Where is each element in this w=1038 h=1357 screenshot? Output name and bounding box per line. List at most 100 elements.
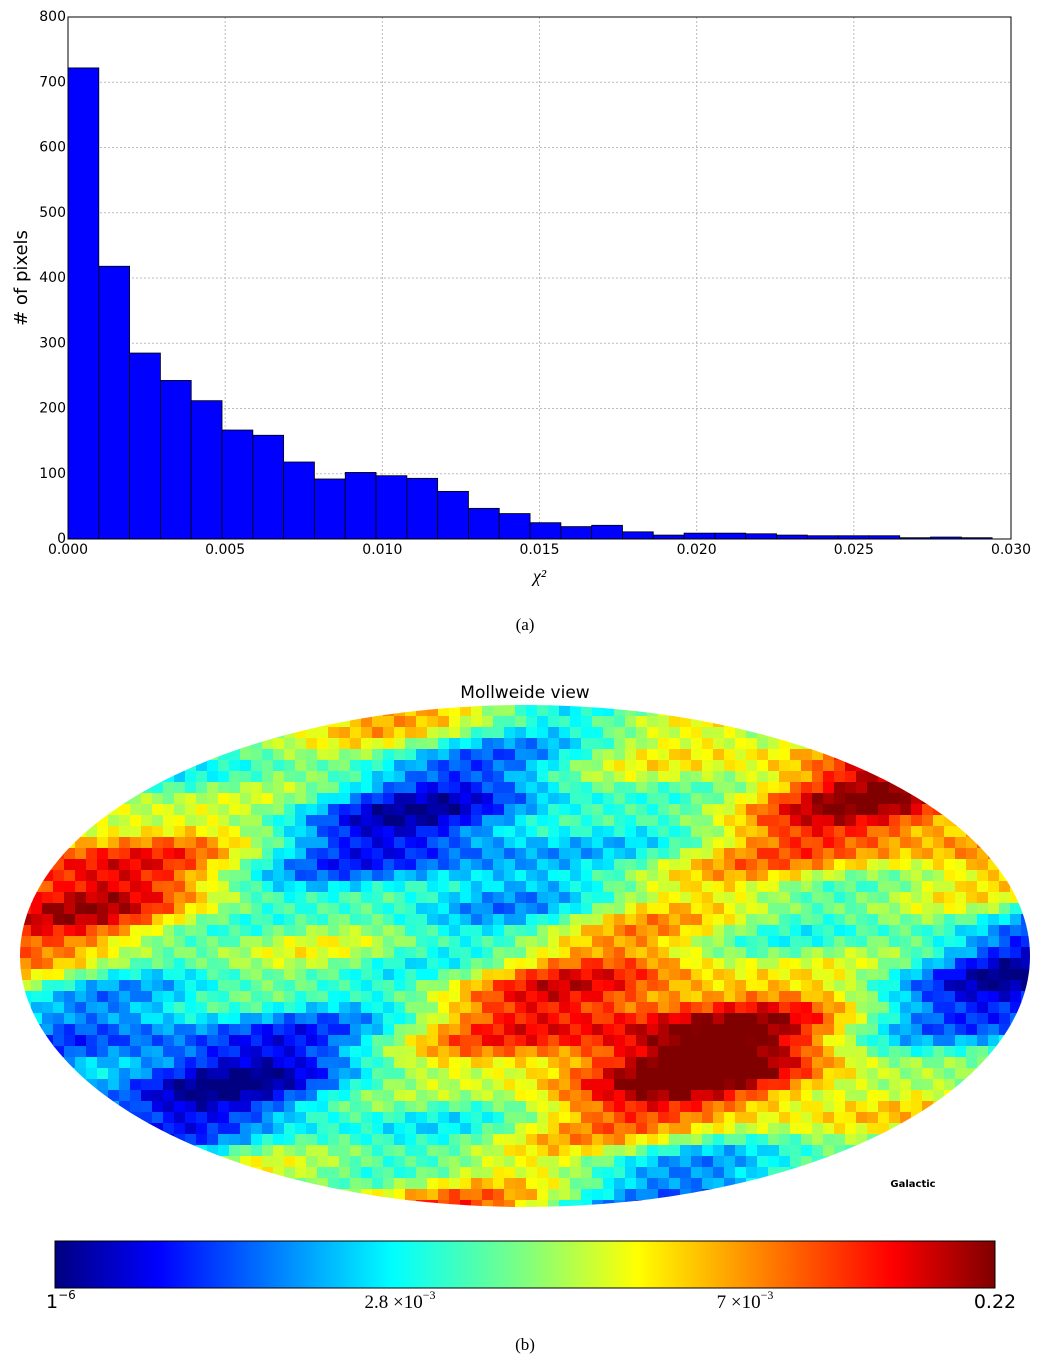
map-cell <box>504 837 516 849</box>
map-cell <box>130 1057 142 1069</box>
map-cell <box>273 738 285 750</box>
map-cell <box>889 1057 901 1069</box>
map-cell <box>570 782 582 794</box>
map-cell <box>218 782 230 794</box>
map-cell <box>537 1057 549 1069</box>
map-cell <box>768 1134 780 1146</box>
map-cell <box>812 837 824 849</box>
map-cell <box>229 1068 241 1080</box>
map-cell <box>581 1068 593 1080</box>
map-cell <box>141 815 153 827</box>
map-cell <box>427 936 439 948</box>
map-cell <box>515 1145 527 1157</box>
map-cell <box>889 1013 901 1025</box>
map-cell <box>702 1178 714 1190</box>
map-cell <box>636 1145 648 1157</box>
map-cell <box>471 738 483 750</box>
map-cell <box>86 881 98 893</box>
map-cell <box>658 1156 670 1168</box>
map-cell <box>581 1046 593 1058</box>
map-cell <box>504 727 516 739</box>
map-cell <box>966 881 978 893</box>
map-cell <box>295 1145 307 1157</box>
map-cell <box>97 991 109 1003</box>
map-cell <box>185 1068 197 1080</box>
map-cell <box>757 936 769 948</box>
map-cell <box>42 1035 54 1047</box>
map-cell <box>757 1112 769 1124</box>
map-cell <box>746 1156 758 1168</box>
map-cell <box>141 837 153 849</box>
map-cell <box>262 1057 274 1069</box>
map-cell <box>966 1013 978 1025</box>
map-cell <box>658 1035 670 1047</box>
map-cell <box>537 837 549 849</box>
map-cell <box>702 1046 714 1058</box>
map-cell <box>900 991 912 1003</box>
map-cell <box>526 914 538 926</box>
map-cell <box>515 1123 527 1135</box>
map-cell <box>790 991 802 1003</box>
map-cell <box>548 903 560 915</box>
map-cell <box>548 936 560 948</box>
map-cell <box>790 925 802 937</box>
map-cell <box>603 991 615 1003</box>
map-cell <box>218 1112 230 1124</box>
map-cell <box>988 1013 1000 1025</box>
map-cell <box>768 1079 780 1091</box>
map-cell <box>108 892 120 904</box>
map-cell <box>581 1167 593 1179</box>
map-cell <box>350 738 362 750</box>
map-cell <box>20 1013 32 1025</box>
map-cell <box>42 1002 54 1014</box>
map-cell <box>790 1035 802 1047</box>
map-cell <box>317 1046 329 1058</box>
map-cell <box>504 892 516 904</box>
map-cell <box>823 1013 835 1025</box>
map-cell <box>460 705 472 717</box>
map-cell <box>834 859 846 871</box>
map-cell <box>724 991 736 1003</box>
map-cell <box>86 1024 98 1036</box>
map-cell <box>471 1200 483 1207</box>
map-cell <box>768 1112 780 1124</box>
map-cell <box>97 826 109 838</box>
map-cell <box>966 1024 978 1036</box>
map-cell <box>394 837 406 849</box>
map-cell <box>141 826 153 838</box>
map-cell <box>20 892 32 904</box>
map-cell <box>416 958 428 970</box>
map-cell <box>647 1024 659 1036</box>
map-cell <box>724 1046 736 1058</box>
map-cell <box>735 958 747 970</box>
map-cell <box>306 804 318 816</box>
map-cell <box>691 969 703 981</box>
map-cell <box>317 980 329 992</box>
map-cell <box>328 760 340 772</box>
map-cell <box>361 1145 373 1157</box>
map-cell <box>262 738 274 750</box>
map-cell <box>405 793 417 805</box>
map-cell <box>372 947 384 959</box>
map-cell <box>240 848 252 860</box>
map-cell <box>460 1090 472 1102</box>
map-cell <box>350 1079 362 1091</box>
map-cell <box>658 1101 670 1113</box>
map-cell <box>581 1200 593 1207</box>
map-cell <box>372 1057 384 1069</box>
map-cell <box>361 1123 373 1135</box>
map-cell <box>427 1013 439 1025</box>
map-cell <box>614 903 626 915</box>
map-cell <box>207 1046 219 1058</box>
map-cell <box>746 958 758 970</box>
map-cell <box>493 1167 505 1179</box>
map-cell <box>515 958 527 970</box>
map-cell <box>625 1189 637 1201</box>
map-cell <box>75 958 87 970</box>
map-cell <box>823 771 835 783</box>
map-cell <box>64 1002 76 1014</box>
map-cell <box>64 958 76 970</box>
map-cell <box>383 1189 395 1201</box>
map-cell <box>141 1013 153 1025</box>
map-cell <box>680 1002 692 1014</box>
